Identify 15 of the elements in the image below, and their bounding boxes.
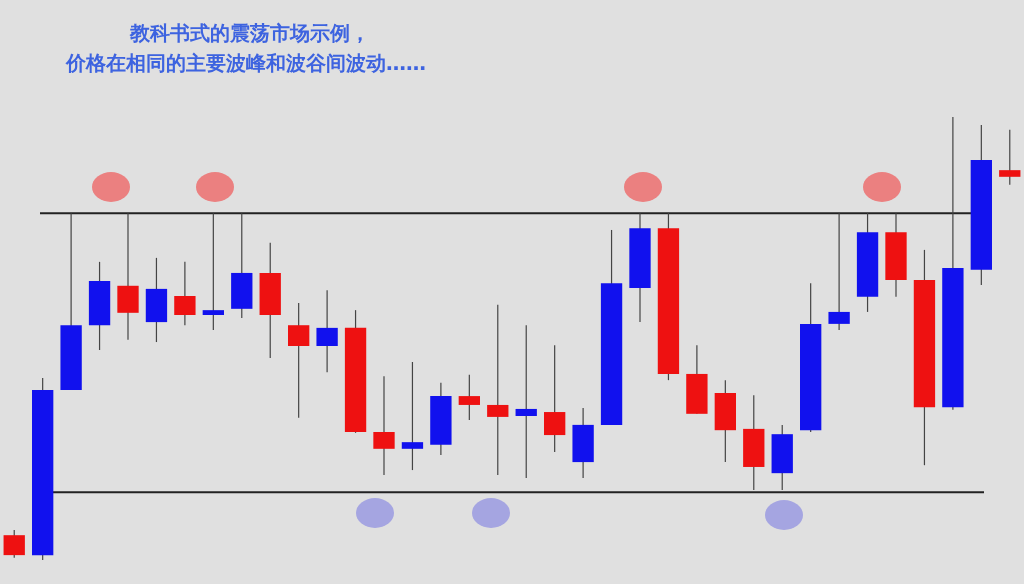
candlestick <box>828 212 850 331</box>
candlestick <box>288 302 310 419</box>
candlestick <box>3 529 25 559</box>
candlestick <box>999 129 1021 186</box>
candlestick <box>202 212 224 331</box>
candlestick <box>316 289 338 373</box>
candlestick <box>487 304 509 476</box>
candlestick <box>174 261 196 326</box>
candlestick <box>544 344 566 453</box>
candlestick <box>401 361 424 471</box>
chart-subtitle: 价格在相同的主要波峰和波谷间波动…… <box>64 50 427 77</box>
chart-title: 教科书式的震荡市场示例， <box>129 20 371 47</box>
candlestick <box>373 375 395 476</box>
candlestick <box>515 324 537 479</box>
candlestick <box>458 374 480 421</box>
